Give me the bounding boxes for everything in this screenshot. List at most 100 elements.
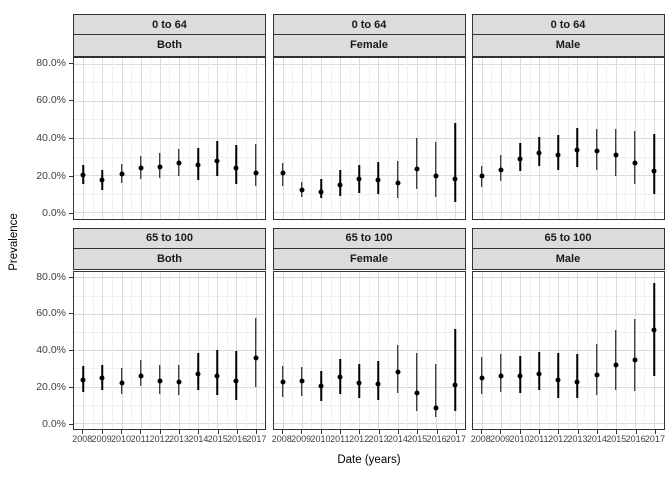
ci-whisker [653,133,655,194]
gridline-vertical-major [539,271,541,429]
facet-panel-65to100-female [272,270,466,430]
data-point [632,357,638,363]
ci-whisker [538,351,540,390]
x-axis-tick [198,430,200,434]
data-point [138,373,144,379]
data-point [375,177,381,183]
ci-whisker [435,141,437,197]
gridline-vertical-minor [92,57,94,219]
x-axis-tick [480,430,482,434]
gridline-vertical-minor [207,271,209,429]
y-axis-tick [69,138,73,139]
gridline-vertical-major [140,271,142,429]
data-point [214,373,220,379]
gridline-vertical-major [481,57,483,219]
x-axis-tick [519,430,521,434]
data-point [414,390,420,396]
facet-panel-0to64-female [272,56,466,220]
ci-whisker [254,143,257,187]
gridline-vertical-minor [606,57,608,219]
gridline-vertical-minor [245,271,247,429]
ci-whisker [454,329,456,411]
ci-whisker [435,363,437,417]
facet-panel-0to64-both [73,56,266,220]
y-axis-tick-label: 40.0% [36,132,66,144]
x-axis-tick [616,430,618,434]
y-axis-tick-label: 80.0% [36,270,66,283]
ci-whisker [320,179,322,198]
y-axis-tick [69,62,73,64]
data-point [318,189,324,195]
y-axis-tick-label: 60.0% [36,94,66,107]
y-axis-tick-label: 0.0% [42,417,66,430]
gridline-vertical-major [500,57,502,219]
ci-whisker [139,359,142,387]
ci-whisker [235,145,238,184]
gridline-vertical-major [236,271,238,429]
y-axis-tick-label: 20.0% [36,169,66,182]
data-point [452,382,458,388]
gridline-vertical-minor [111,57,113,219]
ci-whisker [415,138,418,190]
x-axis-tick-label: 2009 [490,434,511,444]
facet-panel-65to100-both [73,270,266,430]
gridline-vertical-minor [330,57,332,219]
facet-strip-sex: Both [73,35,266,57]
ci-whisker [576,354,579,399]
gridline-vertical-major [83,57,85,219]
data-point [574,147,580,153]
data-point [119,380,124,386]
y-axis-tick [69,100,73,102]
data-point [356,176,362,182]
x-axis-tick-label: 2010 [110,434,132,444]
x-axis-tick [140,430,142,434]
data-point [375,381,381,387]
gridline-vertical-minor [188,57,190,219]
gridline-vertical-minor [368,57,370,219]
x-axis-tick [455,430,457,434]
x-axis-tick [436,430,438,434]
data-point [414,166,420,172]
facet-strip-sex: Female [272,248,466,270]
data-point [253,355,259,361]
data-point [613,362,619,368]
gridline-vertical-minor [292,271,294,429]
gridline-vertical-major [198,57,200,219]
gridline-vertical-minor [587,271,589,429]
x-axis-tick [159,430,161,434]
x-axis-tick [635,430,637,434]
gridline-vertical-major [520,271,521,429]
ci-whisker [557,135,560,170]
data-point [80,377,86,383]
gridline-vertical-major [481,271,483,429]
gridline-vertical-minor [510,57,512,219]
gridline-vertical-major [282,271,284,429]
y-axis-tick [69,313,73,315]
gridline-vertical-major [321,57,322,219]
data-point [594,372,600,378]
x-axis-tick-label: 2012 [548,434,569,444]
data-point [498,373,504,379]
data-point [651,327,657,333]
data-point [517,156,523,162]
y-axis-tick [69,423,73,425]
data-point [233,165,239,171]
gridline-vertical-major [301,271,303,429]
x-axis-tick-label: 2014 [387,434,408,444]
x-axis-tick [237,430,239,434]
x-axis-tick-label: 2013 [169,434,190,444]
y-axis-tick-label: 80.0% [36,56,66,69]
gridline-vertical-major [558,271,560,429]
gridline-vertical-major [255,57,257,219]
gridline-vertical-major [500,271,502,429]
x-axis-tick [339,430,341,434]
data-point [99,177,105,183]
gridline-vertical-major [102,271,104,429]
gridline-vertical-minor [587,57,589,219]
gridline-vertical-major [121,271,123,429]
gridline-vertical-minor [426,271,428,429]
gridline-vertical-minor [150,271,152,429]
ci-whisker [576,127,579,167]
x-axis-tick-label: 2015 [207,434,228,444]
gridline-vertical-minor [349,57,351,219]
